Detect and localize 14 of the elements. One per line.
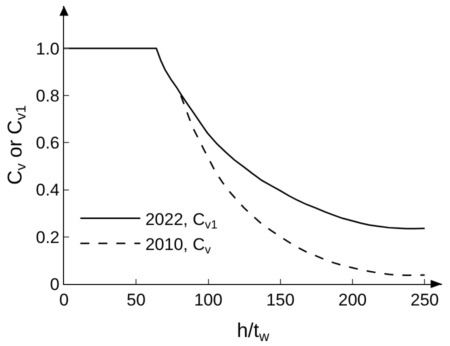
x-tick-label: 250	[410, 290, 439, 310]
x-tick-label: 100	[194, 290, 222, 310]
x-tick-label: 200	[338, 290, 367, 310]
y-tick-label: 0.6	[36, 134, 60, 153]
x-tick-label: 150	[266, 290, 295, 310]
y-tick-label: 1.0	[36, 39, 60, 58]
x-axis-title: h/t$_{w}$	[236, 320, 270, 344]
y-tick-label: 0.8	[36, 86, 60, 106]
legend-label: 2010, C$_{v}$	[145, 235, 211, 257]
legend-label: 2022, C$_{v1}$	[145, 210, 218, 232]
y-tick-label: 0.4	[36, 180, 60, 200]
x-tick-label: 50	[126, 290, 146, 310]
y-tick-label: 0.2	[36, 228, 60, 247]
y-tick-label: 0	[50, 274, 60, 294]
